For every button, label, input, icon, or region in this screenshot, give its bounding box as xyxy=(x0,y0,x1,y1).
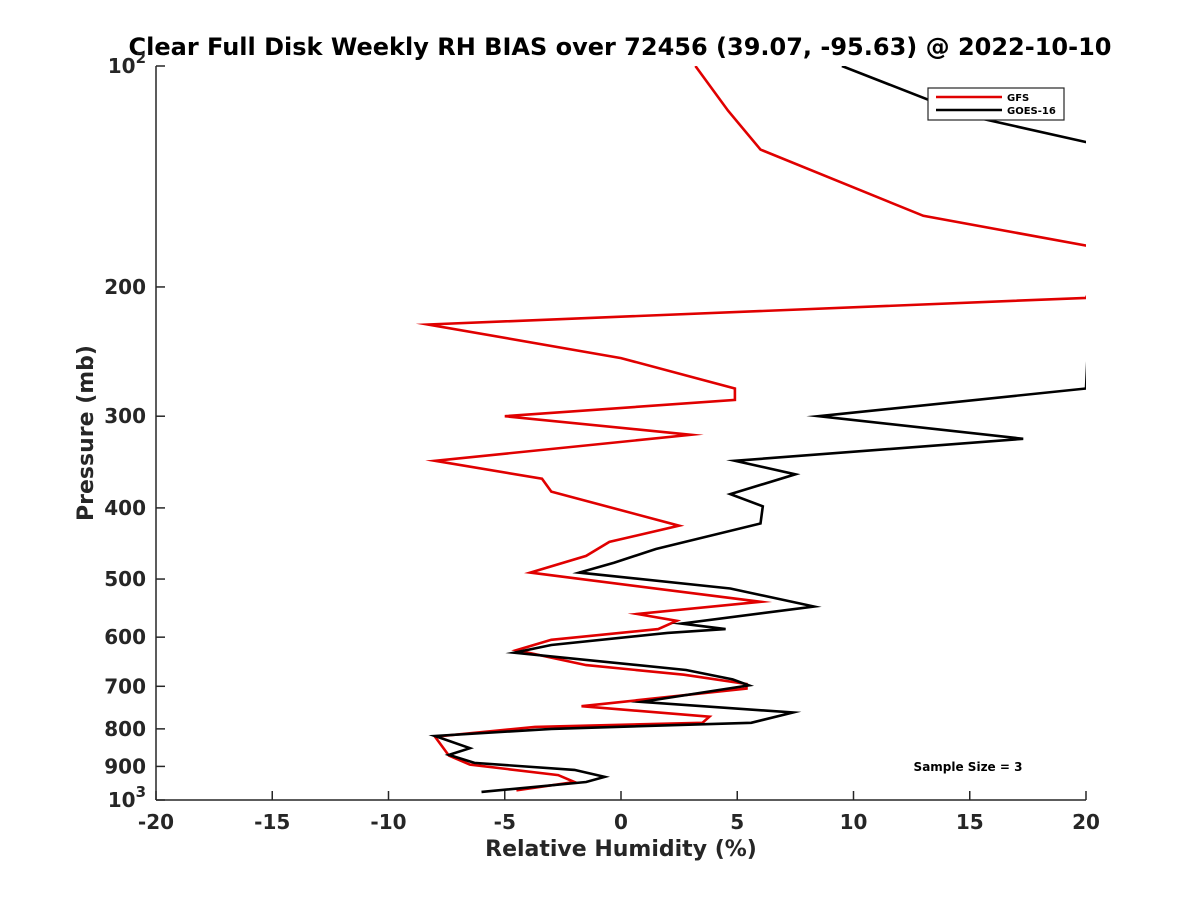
y-axis-label: Pressure (mb) xyxy=(74,345,99,521)
x-tick-label: -20 xyxy=(138,810,174,834)
sample-size-note: Sample Size = 3 xyxy=(914,760,1023,774)
y-tick-label: 102 xyxy=(108,49,146,78)
x-tick-label: 10 xyxy=(840,810,868,834)
y-tick-label: 200 xyxy=(104,275,146,299)
y-tick-label: 700 xyxy=(104,674,146,698)
legend-box xyxy=(927,87,1065,121)
x-tick-label: -15 xyxy=(254,810,290,834)
series-line-gfs xyxy=(415,66,1086,792)
x-tick-label: -10 xyxy=(370,810,406,834)
x-axis-label: Relative Humidity (%) xyxy=(485,837,757,862)
legend: GFS GOES-16 xyxy=(927,87,1065,121)
legend-label: GOES-16 xyxy=(1007,106,1056,117)
y-tick-label: 900 xyxy=(104,754,146,778)
y-tick-label: 500 xyxy=(104,567,146,591)
series-line-goes-16 xyxy=(428,66,1086,794)
y-tick-label: 800 xyxy=(104,717,146,741)
y-tick-label: 103 xyxy=(108,783,146,812)
y-tick-label: 400 xyxy=(104,496,146,520)
x-tick-label: -5 xyxy=(494,810,516,834)
x-tick-label: 20 xyxy=(1072,810,1100,834)
x-tick-label: 0 xyxy=(614,810,628,834)
y-tick-label: 300 xyxy=(104,404,146,428)
legend-label: GFS xyxy=(1007,93,1029,104)
chart-title: Clear Full Disk Weekly RH BIAS over 7245… xyxy=(129,33,1112,61)
x-tick-label: 5 xyxy=(730,810,744,834)
plot-area xyxy=(156,66,1086,800)
y-tick-label: 600 xyxy=(104,625,146,649)
x-tick-label: 15 xyxy=(956,810,984,834)
